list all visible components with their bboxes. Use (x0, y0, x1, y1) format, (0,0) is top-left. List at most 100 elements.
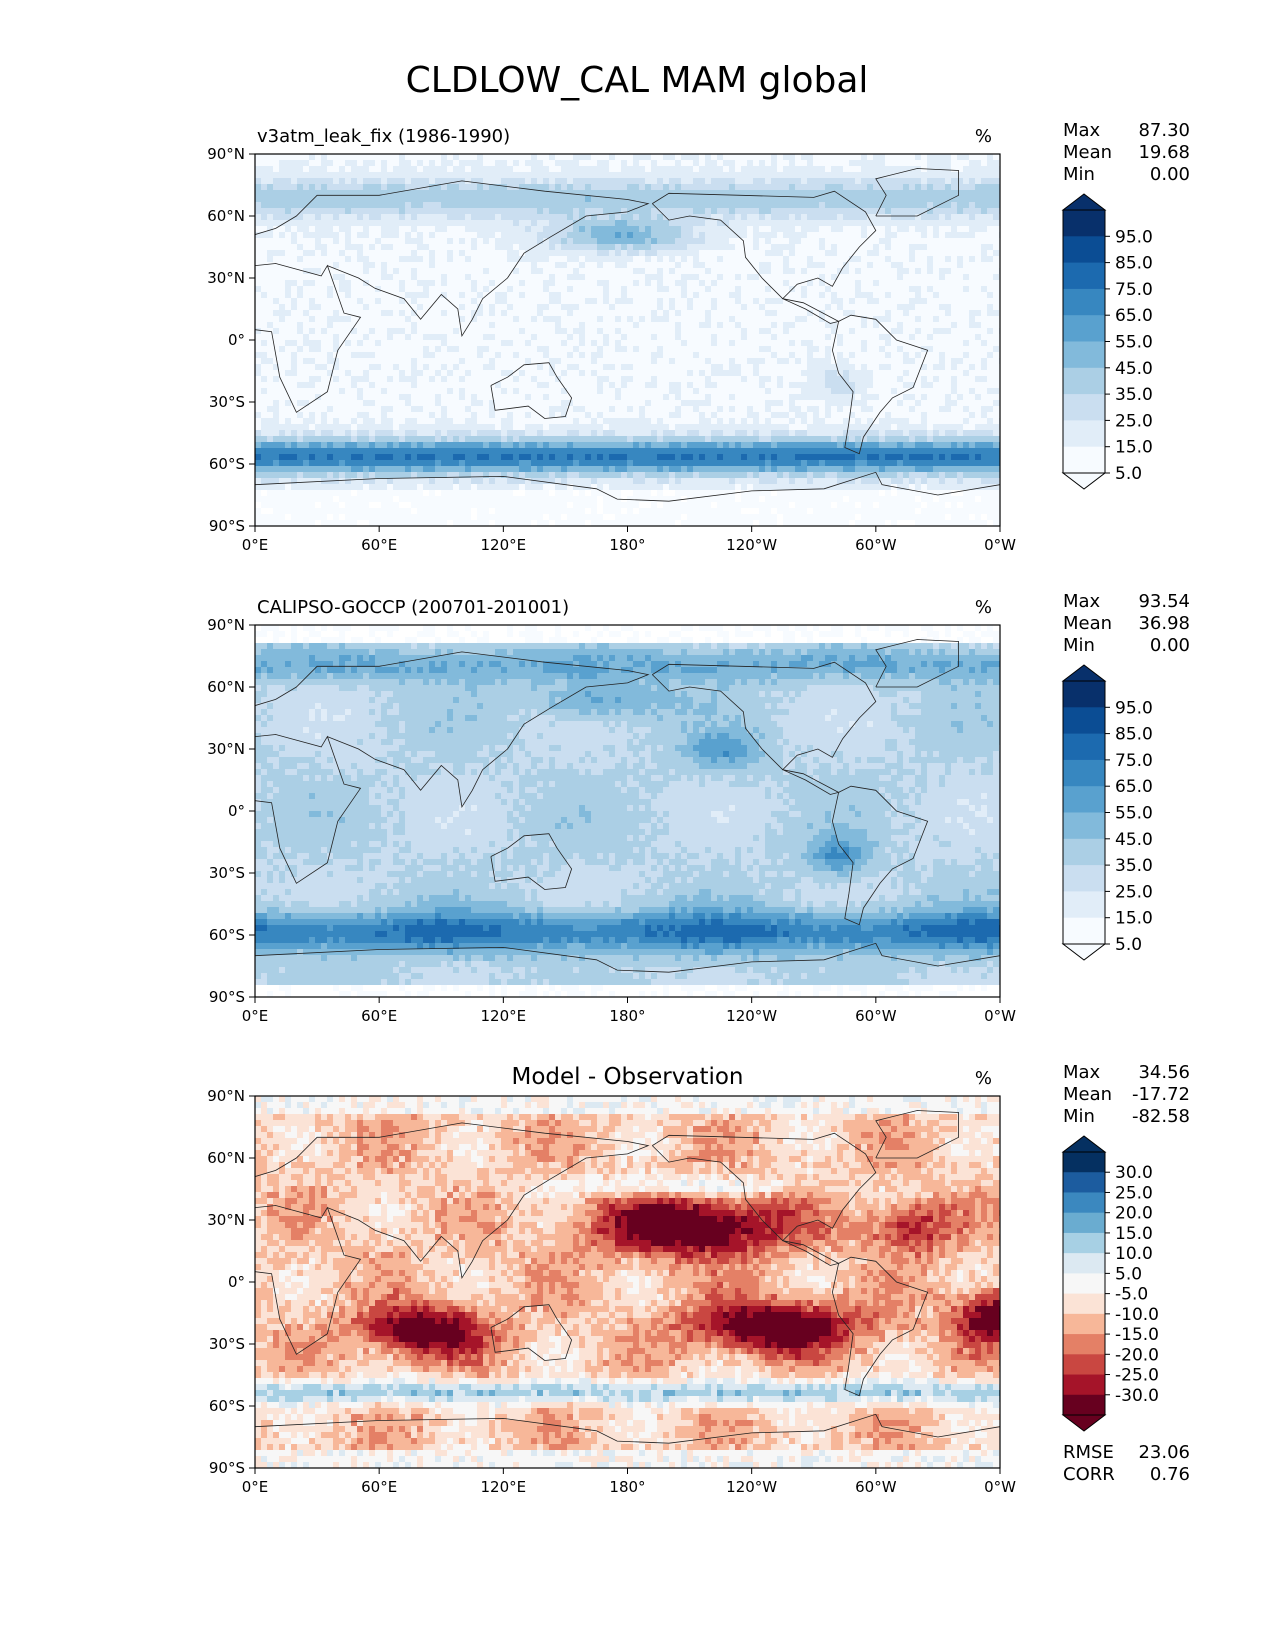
colorbar-tick-label: -10.0 (1115, 1305, 1159, 1325)
colorbar-tick-label: 25.0 (1115, 882, 1153, 902)
stat-label-corr: CORR (1063, 1464, 1115, 1485)
colorbar-bin (1063, 394, 1105, 421)
colorbar: 95.0 85.0 75.0 65.0 55.0 45.0 35.0 25.0 15.0 5.0 (1061, 664, 1153, 961)
map-panel-diff: 90°N 60°N 30°N 0° 30°S 60°S 90°S0°E 60°E 120°E 18… (207, 1062, 1190, 1496)
lon-tick-label: 60°E (361, 536, 397, 554)
lon-tick-label: 180° (609, 1007, 645, 1025)
map-panel-test: 90°N 60°N 30°N 0° 30°S 60°S 90°S0°E 60°E 120°E 18… (207, 120, 1190, 554)
lon-tick-label: 120°W (726, 536, 777, 554)
colorbar-tick-label: 75.0 (1115, 751, 1153, 771)
stat-label-max: Max (1063, 120, 1101, 141)
colorbar-extend-top (1061, 1135, 1107, 1153)
lon-tick-label: 180° (609, 1478, 645, 1496)
colorbar-bin (1063, 1232, 1105, 1254)
colorbar-bin (1063, 1354, 1105, 1376)
lon-tick-label: 0°E (242, 1007, 269, 1025)
colorbar-bin (1063, 1293, 1105, 1315)
colorbar-tick-label: 95.0 (1115, 227, 1153, 247)
lat-tick-label: 60°N (207, 1149, 245, 1167)
stat-value-min: -82.58 (1132, 1106, 1190, 1127)
colorbar-tick-label: 75.0 (1115, 280, 1153, 300)
colorbar-bin (1063, 1192, 1105, 1214)
lon-tick-label: 60°E (361, 1478, 397, 1496)
colorbar-tick-label: 55.0 (1115, 333, 1153, 353)
stat-value-rmse: 23.06 (1138, 1442, 1190, 1463)
colorbar-bin (1063, 786, 1105, 813)
units-label: % (975, 1068, 992, 1089)
colorbar-tick-label: -15.0 (1115, 1325, 1159, 1345)
lon-tick-label: 120°E (481, 1478, 527, 1496)
lon-tick-label: 0°E (242, 1478, 269, 1496)
stat-label-mean: Mean (1063, 142, 1112, 163)
coastlines (255, 639, 1000, 973)
lon-tick-label: 0°W (984, 536, 1016, 554)
stat-label-mean: Mean (1063, 613, 1112, 634)
colorbar-bin (1063, 315, 1105, 342)
lat-tick-label: 60°S (209, 1397, 245, 1415)
stat-value-mean: 36.98 (1138, 613, 1190, 634)
colorbar-tick-label: 15.0 (1115, 909, 1153, 929)
colorbar-bin (1063, 707, 1105, 735)
colorbar-bin (1063, 917, 1105, 945)
colorbar-bin (1063, 891, 1105, 919)
colorbar-tick-label: -25.0 (1115, 1366, 1159, 1386)
panel-title: Model - Observation (511, 1064, 743, 1090)
colorbar-tick-label: 30.0 (1115, 1163, 1153, 1183)
colorbar-bin (1063, 759, 1105, 787)
colorbar-tick-label: 65.0 (1115, 777, 1153, 797)
lat-tick-label: 30°N (207, 740, 245, 758)
lat-tick-label: 90°N (207, 145, 245, 163)
colorbar-bin (1063, 288, 1105, 316)
colorbar-bin (1063, 733, 1105, 761)
colorbar-bin (1063, 838, 1105, 866)
stat-value-mean: -17.72 (1132, 1084, 1190, 1105)
colorbar-tick-label: 95.0 (1115, 698, 1153, 718)
lon-tick-label: 60°E (361, 1007, 397, 1025)
stat-label-min: Min (1063, 1106, 1095, 1127)
stat-label-mean: Mean (1063, 1084, 1112, 1105)
lat-tick-label: 0° (228, 331, 245, 349)
lat-tick-label: 90°S (209, 1459, 245, 1477)
colorbar-tick-label: -30.0 (1115, 1386, 1159, 1406)
colorbar-tick-label: 35.0 (1115, 385, 1153, 405)
colorbar-bin (1063, 1313, 1105, 1335)
colorbar-tick-label: 15.0 (1115, 438, 1153, 458)
lon-tick-label: 0°W (984, 1478, 1016, 1496)
map-field (255, 625, 1000, 997)
colorbar: 30.025.020.015.010.05.0-5.0-10.0-15.0-20… (1061, 1135, 1159, 1432)
panels: 90°N60°N30°N0°30°S60°S90°S0°E 60°E 120°E 18… (207, 120, 1190, 1496)
colorbar-tick-label: 5.0 (1115, 464, 1142, 484)
lon-tick-label: 60°W (855, 1478, 897, 1496)
colorbar-extend-bottom (1061, 1414, 1107, 1432)
map-field (255, 1096, 1000, 1468)
stat-value-max: 93.54 (1138, 591, 1190, 612)
units-label: % (975, 126, 992, 147)
colorbar-bin (1063, 1172, 1105, 1193)
colorbar-bin (1063, 236, 1105, 264)
lon-tick-label: 120°E (481, 536, 527, 554)
figure-title: CLDLOW_CAL MAM global (406, 60, 869, 101)
colorbar-tick-label: -5.0 (1115, 1285, 1148, 1305)
lon-tick-label: 180° (609, 536, 645, 554)
colorbar-bin (1063, 367, 1105, 395)
stat-value-max: 87.30 (1138, 120, 1190, 141)
map-field (255, 154, 1000, 526)
colorbar-bin (1063, 262, 1105, 290)
lat-tick-label: 30°N (207, 1211, 245, 1229)
colorbar-tick-label: 85.0 (1115, 254, 1153, 274)
lat-tick-label: 90°N (207, 616, 245, 634)
lat-tick-label: 0° (228, 802, 245, 820)
colorbar-bin (1063, 1374, 1105, 1396)
lat-tick-label: 60°N (207, 678, 245, 696)
colorbar-bin (1063, 420, 1105, 448)
colorbar-tick-label: 65.0 (1115, 306, 1153, 326)
lat-tick-label: 90°S (209, 517, 245, 535)
stat-value-mean: 19.68 (1138, 142, 1190, 163)
lon-tick-label: 120°E (481, 1007, 527, 1025)
colorbar-bin (1063, 446, 1105, 474)
stat-label-min: Min (1063, 635, 1095, 656)
colorbar-bin (1063, 865, 1105, 892)
colorbar-bin (1063, 341, 1105, 369)
stat-value-max: 34.56 (1138, 1062, 1190, 1083)
lon-tick-label: 0°E (242, 536, 269, 554)
